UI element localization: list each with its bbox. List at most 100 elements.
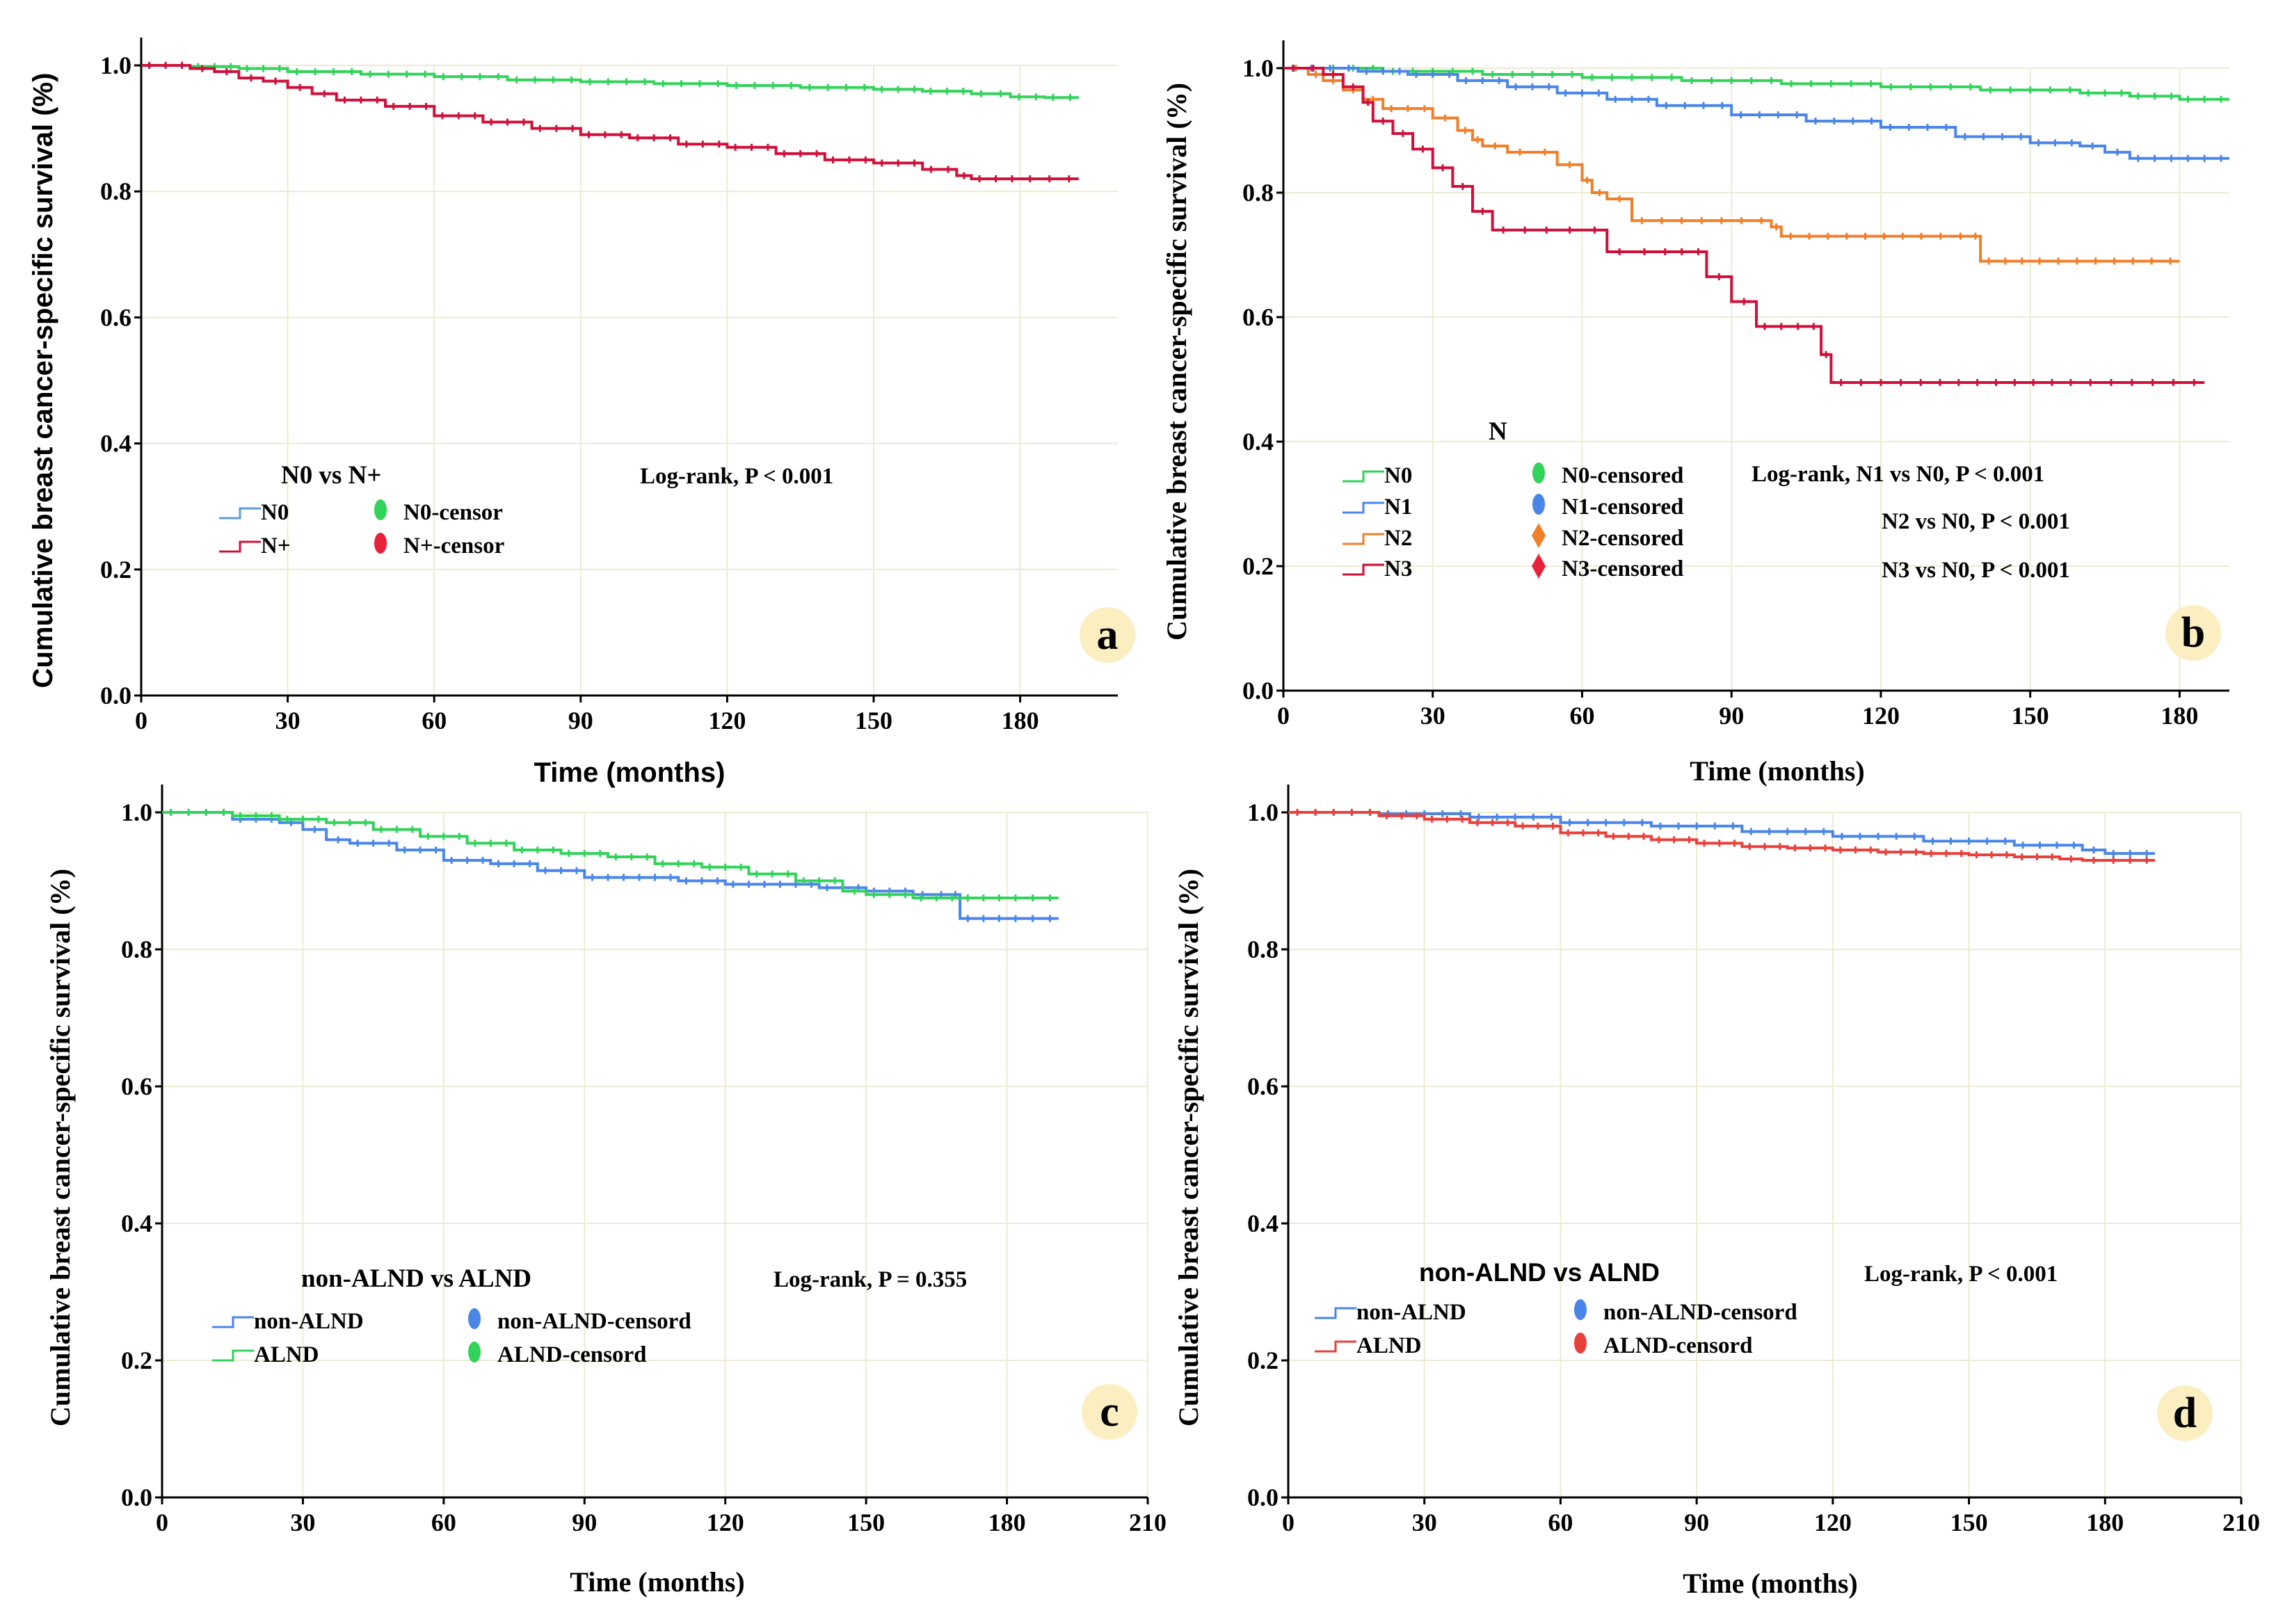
legend-label: non-ALND	[1356, 1300, 1466, 1325]
legend-entry: non-ALND-censord	[468, 1308, 691, 1334]
panel-badge	[2157, 1385, 2213, 1441]
legend-entry: non-ALND-censord	[1574, 1299, 1797, 1325]
series-line-N1	[1283, 67, 2229, 160]
legend-line-swatch	[1343, 470, 1384, 483]
y-tick-label: 0.2	[100, 556, 131, 584]
legend-line-swatch	[1315, 1307, 1356, 1319]
y-tick-label: 0.8	[121, 935, 152, 963]
y-tick-label: 0.0	[121, 1484, 152, 1511]
x-tick-label: 120	[1814, 1509, 1852, 1536]
legend-label: N0-censor	[403, 500, 503, 525]
y-tick-label: 0.8	[100, 177, 131, 205]
y-tick-label: 0.6	[100, 303, 131, 331]
legend-label: N0	[261, 500, 289, 525]
legend-entry: non-ALND	[1315, 1300, 1466, 1325]
x-tick-label: 0	[156, 1509, 168, 1536]
x-tick-label: 60	[1548, 1509, 1573, 1536]
y-axis-title: Cumulative breast cancer-specific surviv…	[45, 869, 76, 1426]
legend-line-swatch	[1343, 563, 1384, 576]
legend-line-swatch	[212, 1316, 254, 1328]
legend-censor-marker	[468, 1342, 481, 1362]
legend-censor-marker	[1532, 494, 1545, 515]
x-tick-label: 30	[275, 707, 300, 734]
legend-entry: N1	[1343, 495, 1412, 520]
legend-label: N+	[261, 533, 291, 558]
legend-label: N0	[1384, 463, 1412, 488]
legend-entry: ALND-censord	[1574, 1333, 1752, 1358]
legend-label: N2	[1384, 526, 1412, 551]
legend-title: N0 vs N+	[281, 461, 381, 490]
legend-censor-marker	[1574, 1333, 1587, 1353]
series-line-ALND	[1288, 811, 2156, 862]
panel-badge	[1080, 607, 1135, 663]
x-axis-title: Time (months)	[1683, 1568, 1857, 1599]
legend-line-swatch	[219, 540, 261, 553]
series-line-N0	[141, 64, 1079, 99]
x-tick-label: 60	[1569, 702, 1594, 730]
legend-line-swatch	[1343, 533, 1384, 545]
log-rank-annotation: Log-rank, N1 vs N0, P < 0.001	[1752, 462, 2044, 487]
x-tick-label: 120	[1862, 702, 1900, 730]
x-tick-label: 0	[1282, 1509, 1295, 1536]
legend-label: N3-censored	[1562, 556, 1683, 581]
series-line-ALND	[162, 811, 1059, 900]
chart-panel-d: 0 30 60 90 120 150 180 210 0.0 0.2 0.4 0.6 0.8 1.0 Cum…	[1173, 785, 2260, 1599]
legend-censor-marker	[374, 499, 387, 520]
legend-entry: ALND	[1315, 1333, 1422, 1358]
x-axis-title: Time (months)	[534, 757, 726, 788]
y-tick-label: 0.2	[1242, 552, 1274, 580]
series-line-N3	[1283, 67, 2205, 384]
legend-title: non-ALND vs ALND	[301, 1264, 531, 1293]
legend-line-swatch	[1315, 1340, 1356, 1353]
legend-entry: ALND-censord	[468, 1342, 646, 1367]
y-tick-label: 0.0	[100, 682, 131, 709]
x-tick-label: 120	[708, 707, 746, 734]
x-tick-label: 30	[290, 1509, 315, 1536]
y-tick-label: 0.2	[121, 1346, 152, 1374]
chart-panel-a: 0 30 60 90 120 150 180 0.0 0.2 0.4 0.6 0.8 1.0 Cumula…	[28, 38, 1135, 788]
legend-censor-marker	[1532, 463, 1545, 483]
legend-label: N+-censor	[403, 533, 504, 558]
x-tick-label: 150	[855, 707, 892, 734]
x-tick-label: 90	[572, 1509, 597, 1536]
legend-line-swatch	[219, 507, 261, 520]
y-axis-title: Cumulative breast cancer-specific surviv…	[28, 73, 58, 689]
y-tick-label: 0.0	[1242, 677, 1274, 705]
series-line-N+	[141, 64, 1079, 181]
legend-label: non-ALND-censord	[1603, 1300, 1797, 1325]
legend-entry: N2	[1343, 526, 1412, 551]
legend-label: non-ALND-censord	[497, 1309, 691, 1334]
x-tick-label: 150	[1950, 1509, 1988, 1536]
x-tick-label: 0	[1277, 702, 1290, 730]
legend-label: ALND	[254, 1342, 319, 1367]
legend-entry: N0-censored	[1532, 463, 1683, 488]
y-tick-label: 0.2	[1247, 1346, 1279, 1374]
legend-entry: N3-censored	[1532, 554, 1683, 581]
x-axis-title: Time (months)	[570, 1566, 744, 1598]
x-tick-label: 90	[1719, 702, 1744, 730]
legend-label: N1	[1384, 495, 1412, 520]
legend-label: N2-censored	[1562, 526, 1683, 551]
y-tick-label: 1.0	[100, 51, 131, 79]
legend-label: ALND-censord	[1603, 1333, 1752, 1358]
x-tick-label: 60	[422, 707, 447, 734]
legend-label: N1-censored	[1562, 495, 1683, 520]
y-axis-title: Cumulative breast cancer-specific surviv…	[1161, 83, 1192, 641]
legend-label: non-ALND	[254, 1309, 364, 1334]
legend-censor-marker	[468, 1308, 481, 1329]
panel-badge-label: d	[2173, 1390, 2197, 1437]
x-tick-label: 180	[988, 1509, 1026, 1536]
legend-label: N0-censored	[1562, 463, 1683, 488]
y-tick-label: 1.0	[1242, 54, 1274, 82]
panel-badge	[1082, 1384, 1137, 1440]
x-tick-label: 210	[2222, 1509, 2260, 1536]
x-tick-label: 120	[707, 1509, 744, 1536]
legend-entry: N1-censored	[1532, 494, 1683, 520]
y-tick-label: 0.6	[121, 1072, 152, 1100]
panel-badge-label: a	[1097, 611, 1119, 659]
legend-entry: N0	[1343, 463, 1412, 488]
legend-entry: N2-censored	[1532, 523, 1683, 551]
legend-entry: N+	[219, 533, 291, 558]
legend-line-swatch	[1343, 501, 1384, 514]
